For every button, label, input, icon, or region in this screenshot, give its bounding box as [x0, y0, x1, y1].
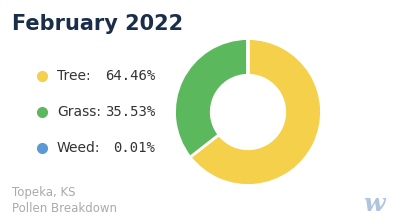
Text: Tree:: Tree:: [57, 69, 91, 83]
Text: 35.53%: 35.53%: [105, 105, 155, 119]
Text: February 2022: February 2022: [12, 14, 183, 34]
Text: 0.01%: 0.01%: [113, 141, 155, 155]
Text: 64.46%: 64.46%: [105, 69, 155, 83]
Wedge shape: [190, 39, 322, 185]
Text: Weed:: Weed:: [57, 141, 100, 155]
Text: w: w: [364, 192, 385, 216]
Text: Grass:: Grass:: [57, 105, 101, 119]
Text: Topeka, KS: Topeka, KS: [12, 186, 76, 199]
Wedge shape: [174, 39, 248, 157]
Text: Pollen Breakdown: Pollen Breakdown: [12, 202, 117, 215]
